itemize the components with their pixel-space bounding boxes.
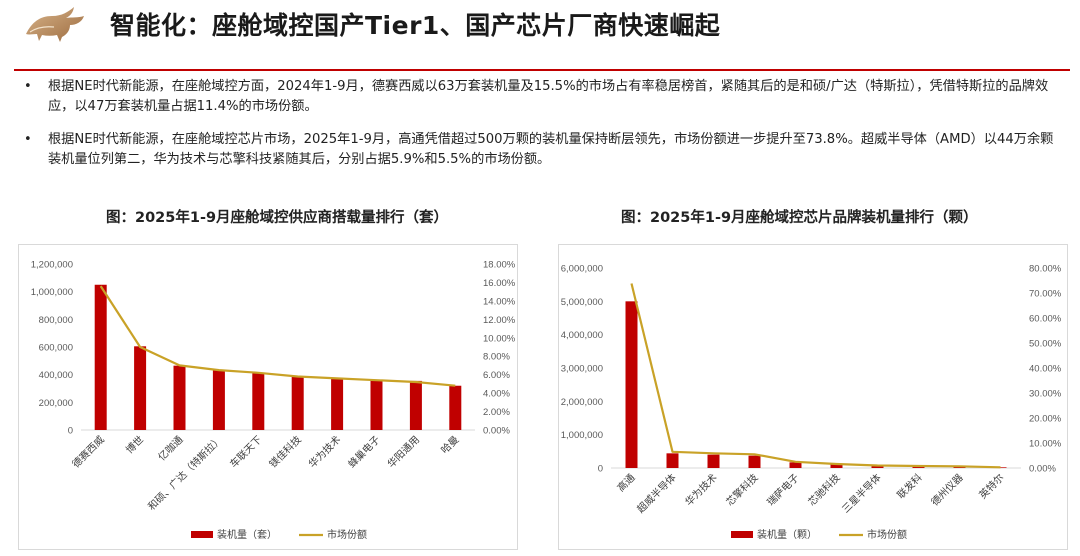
bullet-item: 根据NE时代新能源，在座舱域控芯片市场，2025年1-9月，高通凭借超过500万… — [22, 130, 1062, 169]
bar — [291, 376, 304, 430]
right-axis-tick-label: 30.00% — [1029, 389, 1062, 400]
bar — [994, 467, 1007, 468]
right-axis-tick-label: 10.00% — [1029, 439, 1062, 450]
bar — [134, 346, 147, 430]
legend-label: 装机量（颗） — [757, 528, 817, 541]
bar — [707, 454, 720, 468]
bar — [871, 465, 884, 468]
left-axis-tick-label: 200,000 — [39, 398, 73, 409]
category-label: 芯驰科技 — [805, 471, 842, 508]
right-axis-tick-label: 14.00% — [483, 296, 516, 307]
bar — [449, 385, 462, 430]
bar — [409, 380, 422, 430]
left-axis-tick-label: 3,000,000 — [561, 364, 603, 375]
bar — [94, 284, 107, 430]
bar — [212, 370, 225, 430]
category-label: 三星半导体 — [839, 471, 884, 516]
market-share-line — [630, 283, 1001, 469]
category-label: 华为技术 — [306, 433, 343, 470]
left-axis-tick-label: 600,000 — [39, 343, 73, 354]
right-axis-tick-label: 40.00% — [1029, 364, 1062, 375]
left-axis-tick-label: 6,000,000 — [561, 264, 603, 275]
category-label: 联发科 — [894, 471, 924, 501]
category-label: 德赛西威 — [69, 433, 106, 470]
right-axis-tick-label: 60.00% — [1029, 314, 1062, 325]
right-axis-tick-label: 20.00% — [1029, 414, 1062, 425]
bar — [625, 301, 638, 468]
right-axis-tick-label: 2.00% — [483, 407, 510, 418]
chip-chart-frame: 0 1,000,000 2,000,000 3,000,000 4,000,000 5,0… — [558, 244, 1068, 550]
bar — [252, 373, 265, 430]
bar — [789, 462, 802, 468]
category-label: 博世 — [123, 433, 146, 456]
category-label: 和硕、广达（特斯拉） — [145, 433, 225, 513]
left-axis-tick-label: 4,000,000 — [561, 330, 603, 341]
right-axis-tick-label: 18.00% — [483, 260, 516, 271]
supplier-chart-frame: 0 200,000 400,000 600,000 800,000 1,000,000 1,… — [18, 244, 518, 550]
market-share-line — [99, 285, 456, 387]
category-label: 德州仪器 — [928, 471, 965, 508]
chart-caption-supplier: 图：2025年1-9月座舱域控供应商搭载量排行（套） — [106, 210, 449, 226]
category-label: 高通 — [614, 471, 637, 494]
right-axis-tick-label: 70.00% — [1029, 289, 1062, 300]
bar — [370, 379, 383, 430]
category-label: 华为技术 — [682, 471, 719, 508]
category-label: 瑞萨电子 — [764, 471, 801, 508]
bullet-item: 根据NE时代新能源，在座舱域控方面，2024年1-9月，德赛西威以63万套装机量… — [22, 77, 1062, 116]
right-axis-tick-label: 16.00% — [483, 278, 516, 289]
category-label: 蜂巢电子 — [345, 433, 382, 470]
bar — [830, 464, 843, 468]
right-axis-tick-label: 0.00% — [1029, 464, 1056, 475]
category-label: 亿咖通 — [155, 433, 185, 463]
category-label: 哈曼 — [438, 433, 461, 456]
page-title: 智能化：座舱域控国产Tier1、国产芯片厂商快速崛起 — [110, 11, 721, 40]
bar — [173, 365, 186, 430]
category-label: 芯擎科技 — [723, 471, 760, 508]
legend-label: 市场份额 — [867, 528, 907, 541]
left-axis-tick-label: 800,000 — [39, 315, 73, 326]
legend-bar-swatch — [191, 531, 213, 538]
bar — [748, 455, 761, 468]
right-axis-tick-label: 50.00% — [1029, 339, 1062, 350]
category-label: 镁佳科技 — [266, 433, 303, 470]
supplier-chart: 0 200,000 400,000 600,000 800,000 1,000,000 1,… — [31, 260, 516, 542]
category-label: 车联天下 — [227, 433, 264, 470]
bull-logo-icon — [26, 7, 84, 42]
title-divider — [14, 69, 1070, 71]
right-axis-tick-label: 4.00% — [483, 389, 510, 400]
bullet-list: 根据NE时代新能源，在座舱域控方面，2024年1-9月，德赛西威以63万套装机量… — [22, 77, 1062, 183]
left-axis-tick-label: 1,000,000 — [561, 430, 603, 441]
right-axis-tick-label: 6.00% — [483, 370, 510, 381]
left-axis-tick-label: 0 — [68, 426, 73, 437]
category-label: 超威半导体 — [634, 471, 679, 516]
category-label: 英特尔 — [976, 471, 1006, 501]
right-axis-tick-label: 10.00% — [483, 333, 516, 344]
right-axis-tick-label: 0.00% — [483, 426, 510, 437]
bar — [666, 453, 679, 468]
bar — [331, 378, 344, 430]
left-axis-tick-label: 1,200,000 — [31, 260, 73, 271]
left-axis-tick-label: 1,000,000 — [31, 287, 73, 298]
legend-label: 市场份额 — [327, 528, 367, 541]
chart-caption-chip: 图：2025年1-9月座舱域控芯片品牌装机量排行（颗） — [621, 210, 978, 226]
chip-chart: 0 1,000,000 2,000,000 3,000,000 4,000,000 5,0… — [561, 264, 1062, 542]
left-axis-tick-label: 2,000,000 — [561, 397, 603, 408]
right-axis-tick-label: 80.00% — [1029, 264, 1062, 275]
legend-bar-swatch — [731, 531, 753, 538]
left-axis-tick-label: 5,000,000 — [561, 297, 603, 308]
right-axis-tick-label: 8.00% — [483, 352, 510, 363]
left-axis-tick-label: 0 — [598, 464, 603, 475]
left-axis-tick-label: 400,000 — [39, 370, 73, 381]
legend-label: 装机量（套） — [217, 528, 277, 541]
right-axis-tick-label: 12.00% — [483, 315, 516, 326]
category-label: 华阳通用 — [385, 433, 422, 470]
